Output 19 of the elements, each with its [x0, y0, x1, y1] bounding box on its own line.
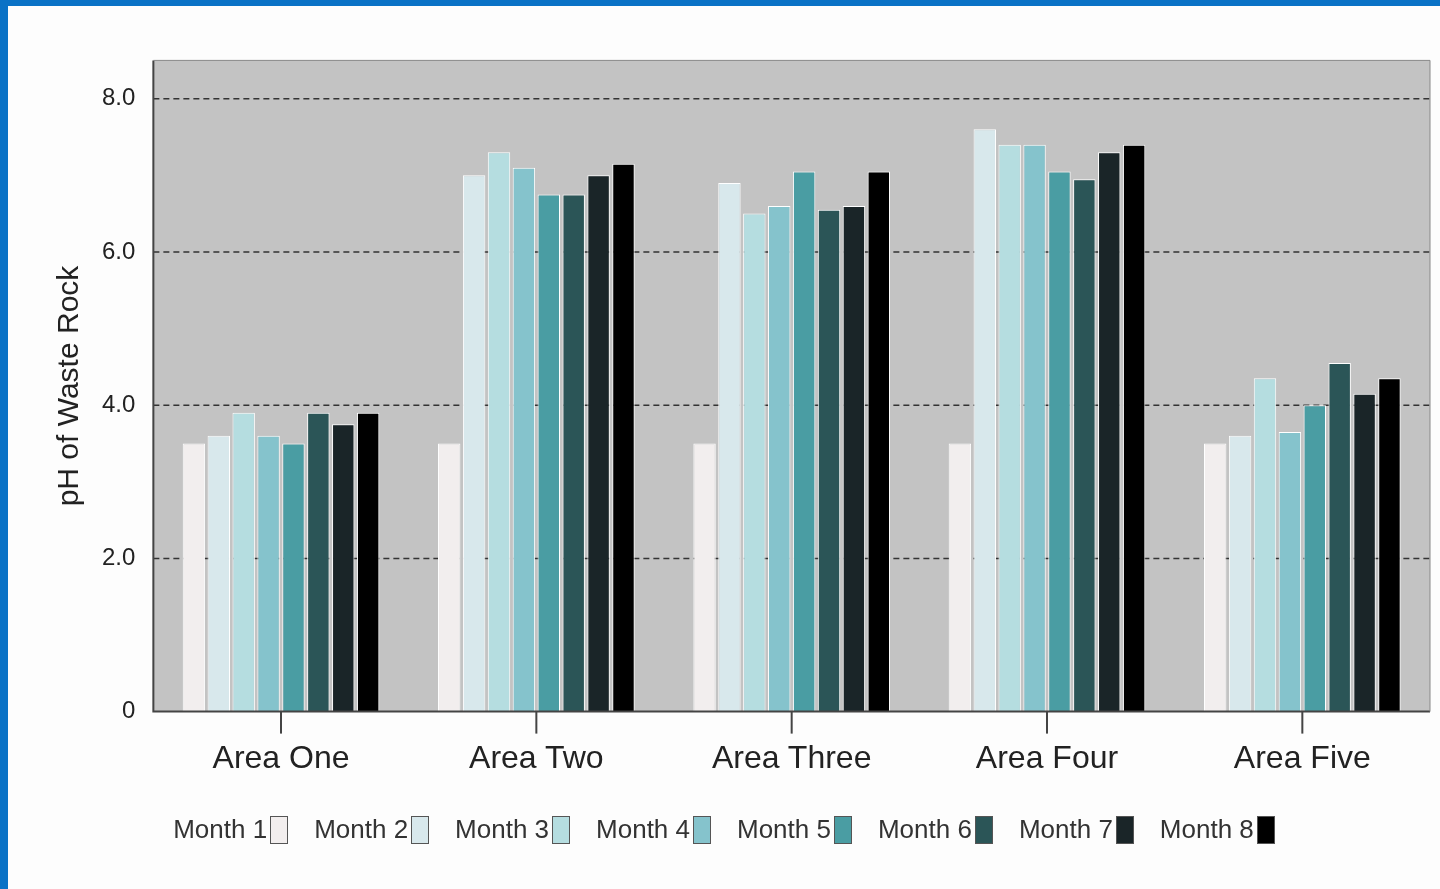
- x-tick-label: Area One: [212, 738, 350, 775]
- legend-label: Month 2: [314, 814, 409, 845]
- y-tick-label: 8.0: [101, 83, 136, 111]
- legend-label: Month 3: [455, 814, 550, 845]
- legend-label: Month 8: [1159, 814, 1254, 845]
- y-tick-label: 2.0: [101, 543, 136, 570]
- y-tick-label: 4.0: [101, 389, 136, 417]
- legend-label: Month 6: [877, 814, 972, 845]
- y-tick-label: 6.0: [101, 236, 136, 264]
- x-tick-label: Area Two: [469, 738, 604, 775]
- legend-label: Month 1: [173, 814, 268, 845]
- y-tick-label: 0: [122, 696, 136, 724]
- legend-label: Month 7: [1018, 814, 1113, 845]
- x-tick-label: Area Five: [1233, 738, 1371, 775]
- y-axis-title: pH of Waste Rock: [51, 264, 85, 507]
- x-tick-label: Area Four: [975, 738, 1119, 775]
- legend-label: Month 5: [737, 814, 831, 845]
- x-tick-label: Area Three: [711, 738, 872, 775]
- legend-label: Month 4: [596, 814, 690, 845]
